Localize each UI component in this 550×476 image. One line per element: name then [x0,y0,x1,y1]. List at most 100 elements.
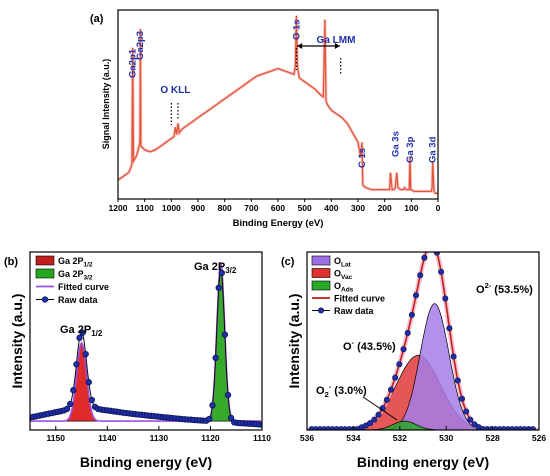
x-tick-label: 300 [351,203,365,213]
x-tick-label: 400 [324,203,338,213]
x-tick-label: 1100 [135,203,154,213]
arrow-head [297,43,303,49]
peak-label: Ga LMM [317,35,356,46]
panel-a-frame [117,9,439,200]
raw-data-point [85,379,92,386]
raw-data-point [396,361,403,368]
annotation-leader [362,396,398,421]
panel-c-frame [306,251,540,431]
legend-label: Fitted curve [58,282,109,292]
raw-data-point [209,402,216,409]
peak-label-subscript: 3/2 [225,266,237,275]
raw-data-point [471,421,478,428]
label-superscript: - [329,382,332,391]
raw-data-point [530,426,536,430]
x-tick-label: 900 [191,203,205,213]
raw-data-point [421,254,428,261]
raw-data-point [73,361,80,368]
raw-data-point [450,353,457,360]
legend-subscript: Lat [341,262,352,269]
panel-b-frame [29,251,263,431]
peak-label: O 1s [291,19,302,40]
legend-swatch [35,255,55,266]
legend-subscript: Ads [341,287,354,294]
panel-a-ylabel: Signal Intensity (a.u.) [101,59,111,150]
x-tick-label: 1110 [253,433,271,443]
x-tick-label: 532 [393,433,407,443]
legend-marker [41,296,49,303]
x-tick-label: 536 [300,433,314,443]
raw-data-point [218,269,225,277]
x-tick-label: 1000 [162,203,181,213]
raw-data-point [392,374,399,381]
x-tick-label: 1200 [109,203,128,213]
label-value: (43.5%) [354,341,396,353]
x-tick-label: 1120 [201,433,220,443]
peak-label: Ga 2P1/2 [60,324,103,338]
raw-data-point [215,284,222,291]
component-label: O2- (3.0%) [316,382,367,399]
panel-b-ylabel: Intensity (a.u.) [9,294,25,389]
panel-a: 1200 1100 1000 900 800 700 600 500 400 300 200 100 0… [90,9,441,229]
x-tick-label: 1150 [47,433,66,443]
x-tick-label: 100 [404,203,418,213]
component-label: O2- (53.5%) [476,281,533,296]
legend-label: Raw data [334,306,375,316]
survey-spectrum-line [118,15,438,194]
x-tick-label: 200 [378,203,392,213]
raw-data-point [417,272,424,279]
x-tick-label: 700 [244,203,258,213]
peak-label-subscript: 1/2 [91,329,103,338]
raw-data-point [412,292,419,299]
label-subscript: 2 [325,390,329,399]
raw-data-point [454,377,461,384]
peak-label: Ga 3s [390,131,401,157]
legend-subscript: Vac [341,274,353,281]
raw-data-point [224,391,232,399]
legend-subscript: 3/2 [84,275,93,282]
legend-swatch [311,280,331,291]
raw-data-point [63,405,71,413]
raw-data-point [408,311,415,318]
raw-data-point [70,387,77,394]
peak-label: Ga2p1 [128,48,139,78]
raw-data-point [463,408,470,415]
legend-label: OAds [334,281,354,294]
x-tick-label: 1140 [98,433,117,443]
label-superscript: 2- [485,281,492,290]
raw-data-point [82,350,89,358]
peak-label: O KLL [160,85,190,96]
peak-label: C 1s [357,148,368,168]
raw-data-point [387,386,394,393]
raw-data-point [383,396,390,403]
raw-data-point [206,415,213,423]
legend-label: OLat [334,256,352,269]
x-tick-label: 534 [346,433,360,443]
raw-data-point [212,354,219,362]
legend-swatch [311,255,331,266]
raw-data-point [67,400,74,408]
raw-data-point [433,252,440,256]
label-value: (3.0%) [331,385,367,397]
raw-data-point [88,396,96,404]
raw-data-point [221,331,229,338]
panel-c: 536 534 532 530 528 526 (c) Binding energy (e… [281,243,546,470]
raw-data-point [467,416,474,423]
panel-c-ylabel: Intensity (a.u.) [286,294,302,389]
x-tick-label: 526 [532,433,546,443]
raw-data-point [458,395,465,402]
x-tick-label: 0 [436,203,441,213]
component-fill [307,303,539,430]
x-tick-label: 1130 [150,433,169,443]
peak-label: Ga 2P3/2 [194,261,237,275]
raw-data-point [76,334,83,341]
x-tick-label: 500 [298,203,312,213]
panel-c-xlabel: Binding energy (eV) [357,454,489,470]
raw-data-point [371,416,378,423]
arrow-head [334,43,340,49]
raw-data-point [426,243,431,248]
panel-b-xlabel: Binding energy (eV) [80,454,212,470]
legend-label: Fitted curve [334,294,385,304]
peak-label: Ga 3d [428,136,439,163]
